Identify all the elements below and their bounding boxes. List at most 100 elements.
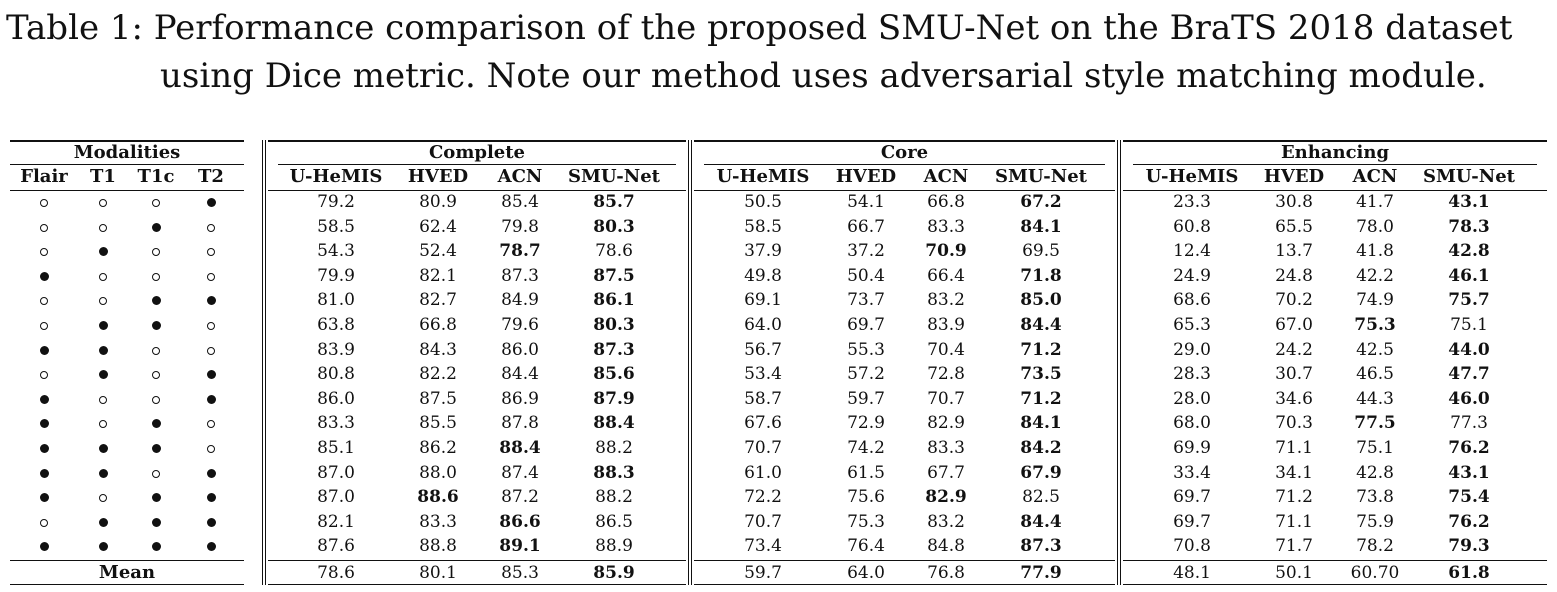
- dice-score-cell: 80.9: [419, 192, 457, 212]
- dice-score-cell: 50.5: [744, 192, 782, 212]
- modality-indicator: [83, 510, 123, 534]
- present-dot-icon: [206, 370, 216, 380]
- dice-score-cell: 80.3: [593, 315, 635, 335]
- modality-indicator: [191, 411, 231, 435]
- dice-score-cell: 71.1: [1275, 438, 1313, 458]
- dice-score-cell: 71.7: [1275, 536, 1313, 557]
- dice-score-cell: 80.3: [593, 216, 635, 237]
- dice-score-cell: 67.2: [1020, 192, 1062, 212]
- present-dot-icon: [98, 247, 108, 257]
- present-dot-icon: [39, 345, 49, 355]
- modality-indicator: [83, 387, 123, 411]
- modality-indicator: [83, 264, 123, 288]
- present-dot-icon: [39, 394, 49, 404]
- dice-score-cell: 87.9: [593, 388, 635, 409]
- modality-indicator: [24, 338, 64, 362]
- dice-score-cell: 83.3: [927, 438, 965, 458]
- present-dot-icon: [151, 296, 161, 306]
- present-dot-icon: [98, 345, 108, 355]
- dice-score-cell: 46.5: [1356, 364, 1394, 385]
- modality-indicator: [191, 313, 231, 337]
- mean-score-cell: 76.8: [927, 563, 965, 583]
- modality-indicator: [136, 461, 176, 485]
- dice-score-cell: 70.2: [1275, 290, 1313, 311]
- dice-score-cell: 88.2: [595, 438, 633, 458]
- dice-score-cell: 85.0: [1020, 290, 1062, 311]
- modality-indicator: [191, 387, 231, 411]
- modality-indicator: [136, 264, 176, 288]
- dice-score-cell: 58.7: [744, 388, 782, 409]
- dice-score-cell: 69.7: [1173, 511, 1211, 532]
- modality-indicator: [24, 411, 64, 435]
- mean-rule: [10, 560, 244, 561]
- dice-score-cell: 42.5: [1356, 339, 1394, 360]
- modality-indicator: [191, 485, 231, 509]
- mean-score-cell: 61.8: [1448, 563, 1490, 583]
- modality-indicator: [83, 313, 123, 337]
- dice-score-cell: 61.5: [847, 462, 885, 483]
- modality-indicator: [191, 461, 231, 485]
- dice-score-cell: 87.5: [593, 265, 635, 286]
- modality-indicator: [83, 239, 123, 263]
- group-title: Complete: [428, 142, 526, 163]
- bottom-rule: [268, 583, 686, 585]
- dice-score-cell: 84.9: [501, 290, 539, 311]
- modality-indicator: [136, 436, 176, 460]
- modality-header: T1: [90, 166, 116, 187]
- dice-score-cell: 79.9: [317, 265, 355, 286]
- dice-score-cell: 30.7: [1275, 364, 1313, 385]
- modality-indicator: [24, 436, 64, 460]
- missing-dot-icon: [152, 371, 160, 380]
- present-dot-icon: [206, 517, 216, 527]
- dice-score-cell: 75.7: [1448, 290, 1490, 311]
- dice-score-cell: 74.2: [847, 438, 885, 458]
- modalities-cmidrule: [10, 164, 244, 165]
- dice-score-cell: 71.2: [1020, 388, 1062, 409]
- dice-score-cell: 82.7: [419, 290, 457, 311]
- top-rule: [268, 140, 686, 142]
- missing-dot-icon: [99, 297, 107, 306]
- modality-indicator: [83, 288, 123, 312]
- dice-score-cell: 75.6: [847, 487, 885, 508]
- dice-score-cell: 87.5: [419, 388, 457, 409]
- modality-indicator: [83, 436, 123, 460]
- modality-indicator: [191, 534, 231, 558]
- present-dot-icon: [206, 296, 216, 306]
- dice-score-cell: 49.8: [744, 265, 782, 286]
- modality-indicator: [191, 436, 231, 460]
- mean-score-cell: 48.1: [1173, 563, 1211, 583]
- group-panel-enhancing: Enhancing: [1123, 140, 1547, 585]
- dice-score-cell: 82.1: [317, 511, 355, 532]
- dice-score-cell: 83.3: [317, 413, 355, 434]
- dice-score-cell: 55.3: [847, 339, 885, 360]
- modality-indicator: [136, 387, 176, 411]
- method-header: HVED: [1263, 166, 1325, 187]
- present-dot-icon: [206, 542, 216, 552]
- dice-score-cell: 67.6: [744, 413, 782, 434]
- caption-line-2: using Dice metric. Note our method uses …: [160, 56, 1487, 96]
- dice-score-cell: 71.2: [1275, 487, 1313, 508]
- dice-score-cell: 67.7: [927, 462, 965, 483]
- dice-score-cell: 82.9: [925, 487, 967, 508]
- dice-score-cell: 63.8: [317, 315, 355, 335]
- modality-indicator: [24, 313, 64, 337]
- mean-score-cell: 64.0: [847, 563, 885, 583]
- dice-score-cell: 79.8: [501, 216, 539, 237]
- dice-score-cell: 71.1: [1275, 511, 1313, 532]
- dice-score-cell: 34.1: [1275, 462, 1313, 483]
- dice-score-cell: 83.9: [317, 339, 355, 360]
- dice-score-cell: 68.6: [1173, 290, 1211, 311]
- modality-indicator: [24, 190, 64, 214]
- dice-score-cell: 76.2: [1448, 438, 1490, 458]
- dice-score-cell: 71.2: [1020, 339, 1062, 360]
- dice-score-cell: 47.7: [1448, 364, 1490, 385]
- dice-score-cell: 60.8: [1173, 216, 1211, 237]
- group-title: Core: [880, 142, 929, 163]
- dice-score-cell: 82.2: [419, 364, 457, 385]
- modality-indicator: [136, 190, 176, 214]
- dice-score-cell: 85.7: [593, 192, 635, 212]
- dice-score-cell: 56.7: [744, 339, 782, 360]
- dice-score-cell: 82.1: [419, 265, 457, 286]
- missing-dot-icon: [99, 494, 107, 503]
- group-panel-core: Core: [694, 140, 1115, 585]
